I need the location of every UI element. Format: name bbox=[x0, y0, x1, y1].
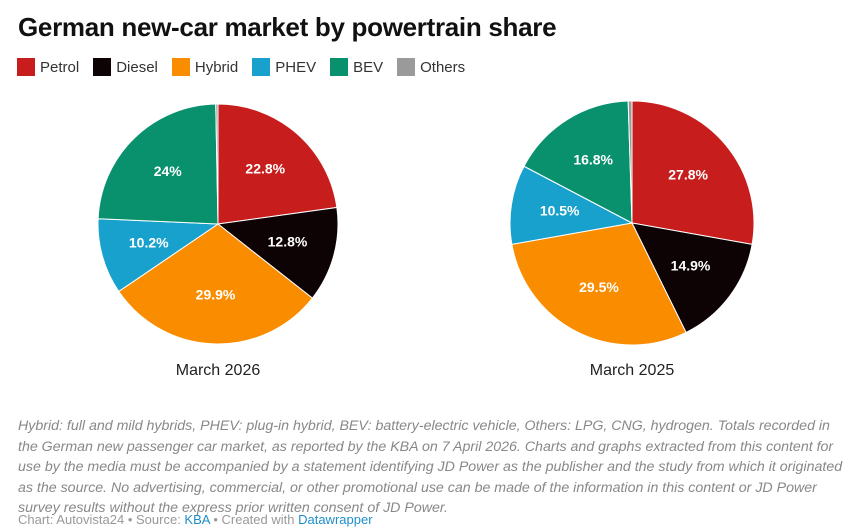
pie-title: March 2025 bbox=[590, 362, 675, 379]
pie-slice-phev bbox=[509, 165, 634, 245]
legend-label: Diesel bbox=[116, 58, 158, 76]
legend-item-bev: BEV bbox=[330, 58, 383, 76]
datawrapper-link[interactable]: Datawrapper bbox=[298, 512, 373, 527]
credit-prefix: Chart: Autovista24 • Source: bbox=[18, 512, 185, 527]
legend-label: Others bbox=[420, 58, 466, 76]
slice-label-diesel: 14.9% bbox=[671, 258, 711, 274]
pie-charts: 22.8% 12.8% 29.9% 10.2% 24% March 2026 27.8% 14… bbox=[97, 100, 755, 379]
pie-slice-diesel bbox=[216, 206, 339, 299]
pie-slice-petrol bbox=[631, 100, 755, 245]
pie-slice-hybrid bbox=[511, 222, 687, 346]
pie-slice-hybrid bbox=[118, 223, 314, 345]
pie-slice-phev bbox=[97, 218, 220, 293]
chart-notes: Hybrid: full and mild hybrids, PHEV: plu… bbox=[18, 418, 843, 516]
legend-item-hybrid: Hybrid bbox=[171, 58, 239, 76]
slice-label-bev: 24% bbox=[154, 163, 183, 179]
slice-label-petrol: 27.8% bbox=[668, 167, 708, 183]
pie-slice-others bbox=[627, 100, 633, 224]
pie-title: March 2026 bbox=[176, 362, 261, 379]
legend-swatch bbox=[17, 58, 35, 76]
legend-label: Hybrid bbox=[194, 58, 239, 76]
legend-swatch bbox=[93, 58, 112, 76]
slice-label-diesel: 12.8% bbox=[268, 233, 308, 249]
slice-label-petrol: 22.8% bbox=[245, 160, 285, 176]
legend-swatch bbox=[330, 58, 349, 76]
chart-title: German new-car market by powertrain shar… bbox=[18, 12, 557, 42]
slice-label-phev: 10.2% bbox=[129, 234, 169, 250]
source-link[interactable]: KBA bbox=[184, 512, 210, 527]
pie-slice-diesel bbox=[631, 222, 753, 334]
legend-item-petrol: Petrol bbox=[17, 58, 79, 76]
slice-label-hybrid: 29.5% bbox=[579, 279, 619, 295]
legend-item-diesel: Diesel bbox=[93, 58, 158, 76]
legend-label: BEV bbox=[353, 58, 384, 76]
slice-label-bev: 16.8% bbox=[573, 152, 613, 168]
chart-credit: Chart: Autovista24 • Source: KBA • Creat… bbox=[18, 512, 373, 527]
pie-slice-others bbox=[215, 103, 219, 225]
legend: Petrol Diesel Hybrid PHEV BEV Others bbox=[17, 58, 465, 76]
legend-label: Petrol bbox=[40, 58, 80, 76]
slice-label-hybrid: 29.9% bbox=[196, 287, 236, 303]
legend-swatch bbox=[171, 58, 190, 76]
legend-item-others: Others bbox=[397, 58, 465, 76]
pie-slice-bev bbox=[523, 100, 633, 224]
legend-swatch bbox=[397, 58, 416, 76]
slice-label-phev: 10.5% bbox=[540, 202, 580, 218]
legend-item-phev: PHEV bbox=[252, 58, 316, 76]
pie-slice-petrol bbox=[217, 103, 338, 225]
legend-label: PHEV bbox=[275, 58, 317, 76]
created-prefix: • Created with bbox=[209, 512, 299, 527]
legend-swatch bbox=[252, 58, 271, 76]
pie-slice-bev bbox=[97, 103, 219, 225]
